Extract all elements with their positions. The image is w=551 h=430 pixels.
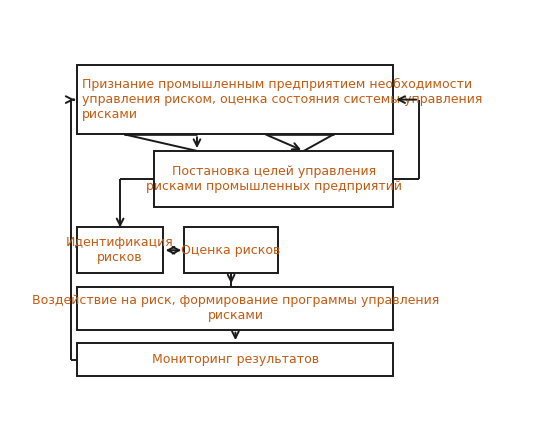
Text: Оценка рисков: Оценка рисков (181, 244, 281, 257)
Text: Признание промышленным предприятием необходимости
управления риском, оценка сост: Признание промышленным предприятием необ… (82, 78, 482, 121)
FancyBboxPatch shape (77, 227, 163, 273)
FancyBboxPatch shape (184, 227, 278, 273)
Text: Мониторинг результатов: Мониторинг результатов (152, 353, 319, 366)
FancyBboxPatch shape (77, 343, 393, 376)
Text: Постановка целей управления
рисками промышленных предприятий: Постановка целей управления рисками пром… (146, 165, 402, 193)
Text: Воздействие на риск, формирование программы управления
рисками: Воздействие на риск, формирование програ… (32, 294, 439, 322)
FancyBboxPatch shape (77, 65, 393, 134)
FancyBboxPatch shape (154, 151, 393, 207)
Text: Идентификация
рисков: Идентификация рисков (66, 236, 174, 264)
FancyBboxPatch shape (77, 287, 393, 330)
